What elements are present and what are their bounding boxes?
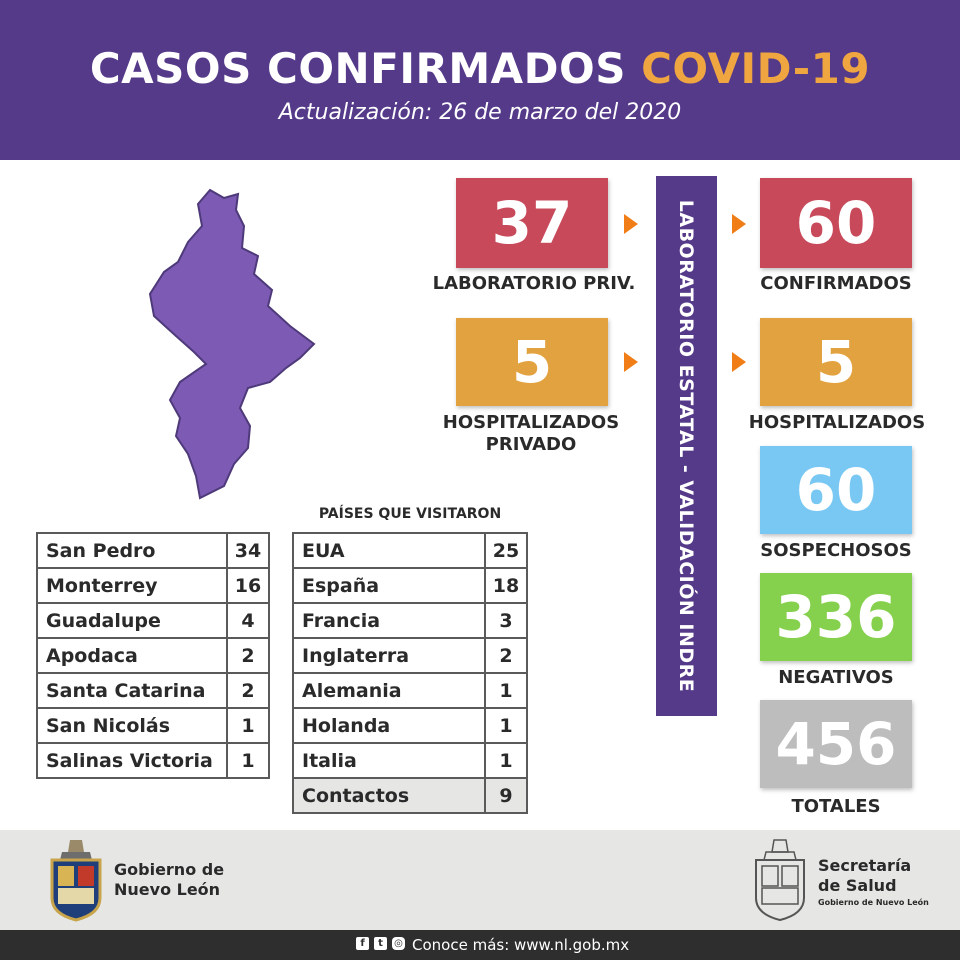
row-name: España — [292, 567, 486, 604]
row-name: Contactos — [292, 777, 486, 814]
municipio-row: Guadalupe 4 — [36, 602, 270, 639]
secretaria-salud-label: Secretaría de Salud — [818, 856, 911, 896]
hosp-priv-label: HOSPITALIZADOS PRIVADO — [414, 412, 648, 456]
hospitalizados-value: 5 — [815, 328, 857, 396]
hosp-priv-label-line2: PRIVADO — [485, 434, 577, 455]
municipio-row: San Pedro 34 — [36, 532, 270, 569]
lab-priv-label: LABORATORIO PRIV. — [432, 273, 636, 294]
arrow-right-icon — [732, 214, 746, 234]
instagram-icon[interactable]: ◎ — [392, 937, 405, 950]
twitter-icon[interactable]: t — [374, 937, 387, 950]
pais-row: Inglaterra 2 — [292, 637, 528, 674]
sospechosos-value: 60 — [795, 456, 877, 524]
gobierno-nl-line1: Gobierno de — [114, 860, 225, 879]
pais-row: Contactos 9 — [292, 777, 528, 814]
totales-value: 456 — [775, 710, 897, 778]
row-name: San Nicolás — [36, 707, 228, 744]
row-count: 1 — [484, 742, 528, 779]
row-count: 34 — [226, 532, 270, 569]
paises-heading: PAÍSES QUE VISITARON — [318, 506, 502, 522]
municipio-row: San Nicolás 1 — [36, 707, 270, 744]
row-count: 4 — [226, 602, 270, 639]
secretaria-subline: Gobierno de Nuevo León — [818, 898, 929, 907]
pais-row: Italia 1 — [292, 742, 528, 779]
page-title: CASOS CONFIRMADOS COVID-19 — [0, 44, 960, 93]
row-name: Alemania — [292, 672, 486, 709]
municipio-row: Monterrey 16 — [36, 567, 270, 604]
row-count: 1 — [226, 707, 270, 744]
row-count: 16 — [226, 567, 270, 604]
totales-label: TOTALES — [791, 796, 881, 817]
row-name: Santa Catarina — [36, 672, 228, 709]
confirmados-label: CONFIRMADOS — [760, 273, 912, 294]
validation-bar — [656, 176, 717, 716]
negativos-box: 336 — [760, 573, 912, 661]
validation-bar-label: LABORATORIO ESTATAL - VALIDACIÓN INDRE — [675, 199, 697, 693]
row-count: 2 — [226, 637, 270, 674]
row-count: 9 — [484, 777, 528, 814]
negativos-value: 336 — [775, 583, 897, 651]
pais-row: Alemania 1 — [292, 672, 528, 709]
footer-bar — [0, 930, 960, 960]
nuevo-leon-crest-icon — [50, 840, 102, 922]
footer-link[interactable]: Conoce más: www.nl.gob.mx — [412, 936, 630, 954]
row-name: Guadalupe — [36, 602, 228, 639]
row-count: 1 — [226, 742, 270, 779]
arrow-right-icon — [732, 352, 746, 372]
gobierno-nl-line2: Nuevo León — [114, 880, 221, 899]
row-name: San Pedro — [36, 532, 228, 569]
row-count: 3 — [484, 602, 528, 639]
row-count: 25 — [484, 532, 528, 569]
footer — [0, 830, 960, 930]
row-name: Salinas Victoria — [36, 742, 228, 779]
row-name: Italia — [292, 742, 486, 779]
confirmados-value: 60 — [795, 189, 877, 257]
lab-priv-value: 37 — [491, 189, 573, 257]
header-banner: CASOS CONFIRMADOS COVID-19 Actualización… — [0, 0, 960, 160]
salud-crest-icon — [755, 839, 805, 922]
municipios-table: San Pedro 34 Monterrey 16 Guadalupe 4 Apodaca 2… — [36, 532, 270, 779]
hospitalizados-box: 5 — [760, 318, 912, 406]
secretaria-line1: Secretaría — [818, 856, 912, 875]
municipio-row: Salinas Victoria 1 — [36, 742, 270, 779]
hosp-priv-value: 5 — [511, 328, 553, 396]
row-name: Apodaca — [36, 637, 228, 674]
confirmados-box: 60 — [760, 178, 912, 268]
row-name: Holanda — [292, 707, 486, 744]
row-name: Francia — [292, 602, 486, 639]
pais-row: España 18 — [292, 567, 528, 604]
row-count: 1 — [484, 672, 528, 709]
municipio-row: Santa Catarina 2 — [36, 672, 270, 709]
lab-priv-box: 37 — [456, 178, 608, 268]
title-main: CASOS CONFIRMADOS — [89, 44, 626, 93]
negativos-label: NEGATIVOS — [778, 667, 894, 688]
row-name: Monterrey — [36, 567, 228, 604]
totales-box: 456 — [760, 700, 912, 788]
pais-row: Holanda 1 — [292, 707, 528, 744]
hosp-priv-label-line1: HOSPITALIZADOS — [442, 412, 620, 433]
hosp-priv-box: 5 — [456, 318, 608, 406]
facebook-icon[interactable]: f — [356, 937, 369, 950]
nuevo-leon-map-icon — [148, 188, 316, 500]
pais-row: Francia 3 — [292, 602, 528, 639]
hospitalizados-label: HOSPITALIZADOS — [748, 412, 926, 433]
sospechosos-box: 60 — [760, 446, 912, 534]
row-name: EUA — [292, 532, 486, 569]
sospechosos-label: SOSPECHOSOS — [760, 540, 912, 561]
arrow-right-icon — [624, 214, 638, 234]
pais-row: EUA 25 — [292, 532, 528, 569]
municipio-row: Apodaca 2 — [36, 637, 270, 674]
gobierno-nl-label: Gobierno de Nuevo León — [114, 860, 224, 900]
paises-table: EUA 25 España 18 Francia 3 Inglaterra 2 Alemania… — [292, 532, 528, 814]
row-name: Inglaterra — [292, 637, 486, 674]
arrow-right-icon — [624, 352, 638, 372]
update-date: Actualización: 26 de marzo del 2020 — [278, 100, 682, 125]
row-count: 18 — [484, 567, 528, 604]
secretaria-line2: de Salud — [818, 876, 897, 895]
row-count: 2 — [484, 637, 528, 674]
title-accent: COVID-19 — [641, 44, 871, 93]
row-count: 2 — [226, 672, 270, 709]
row-count: 1 — [484, 707, 528, 744]
